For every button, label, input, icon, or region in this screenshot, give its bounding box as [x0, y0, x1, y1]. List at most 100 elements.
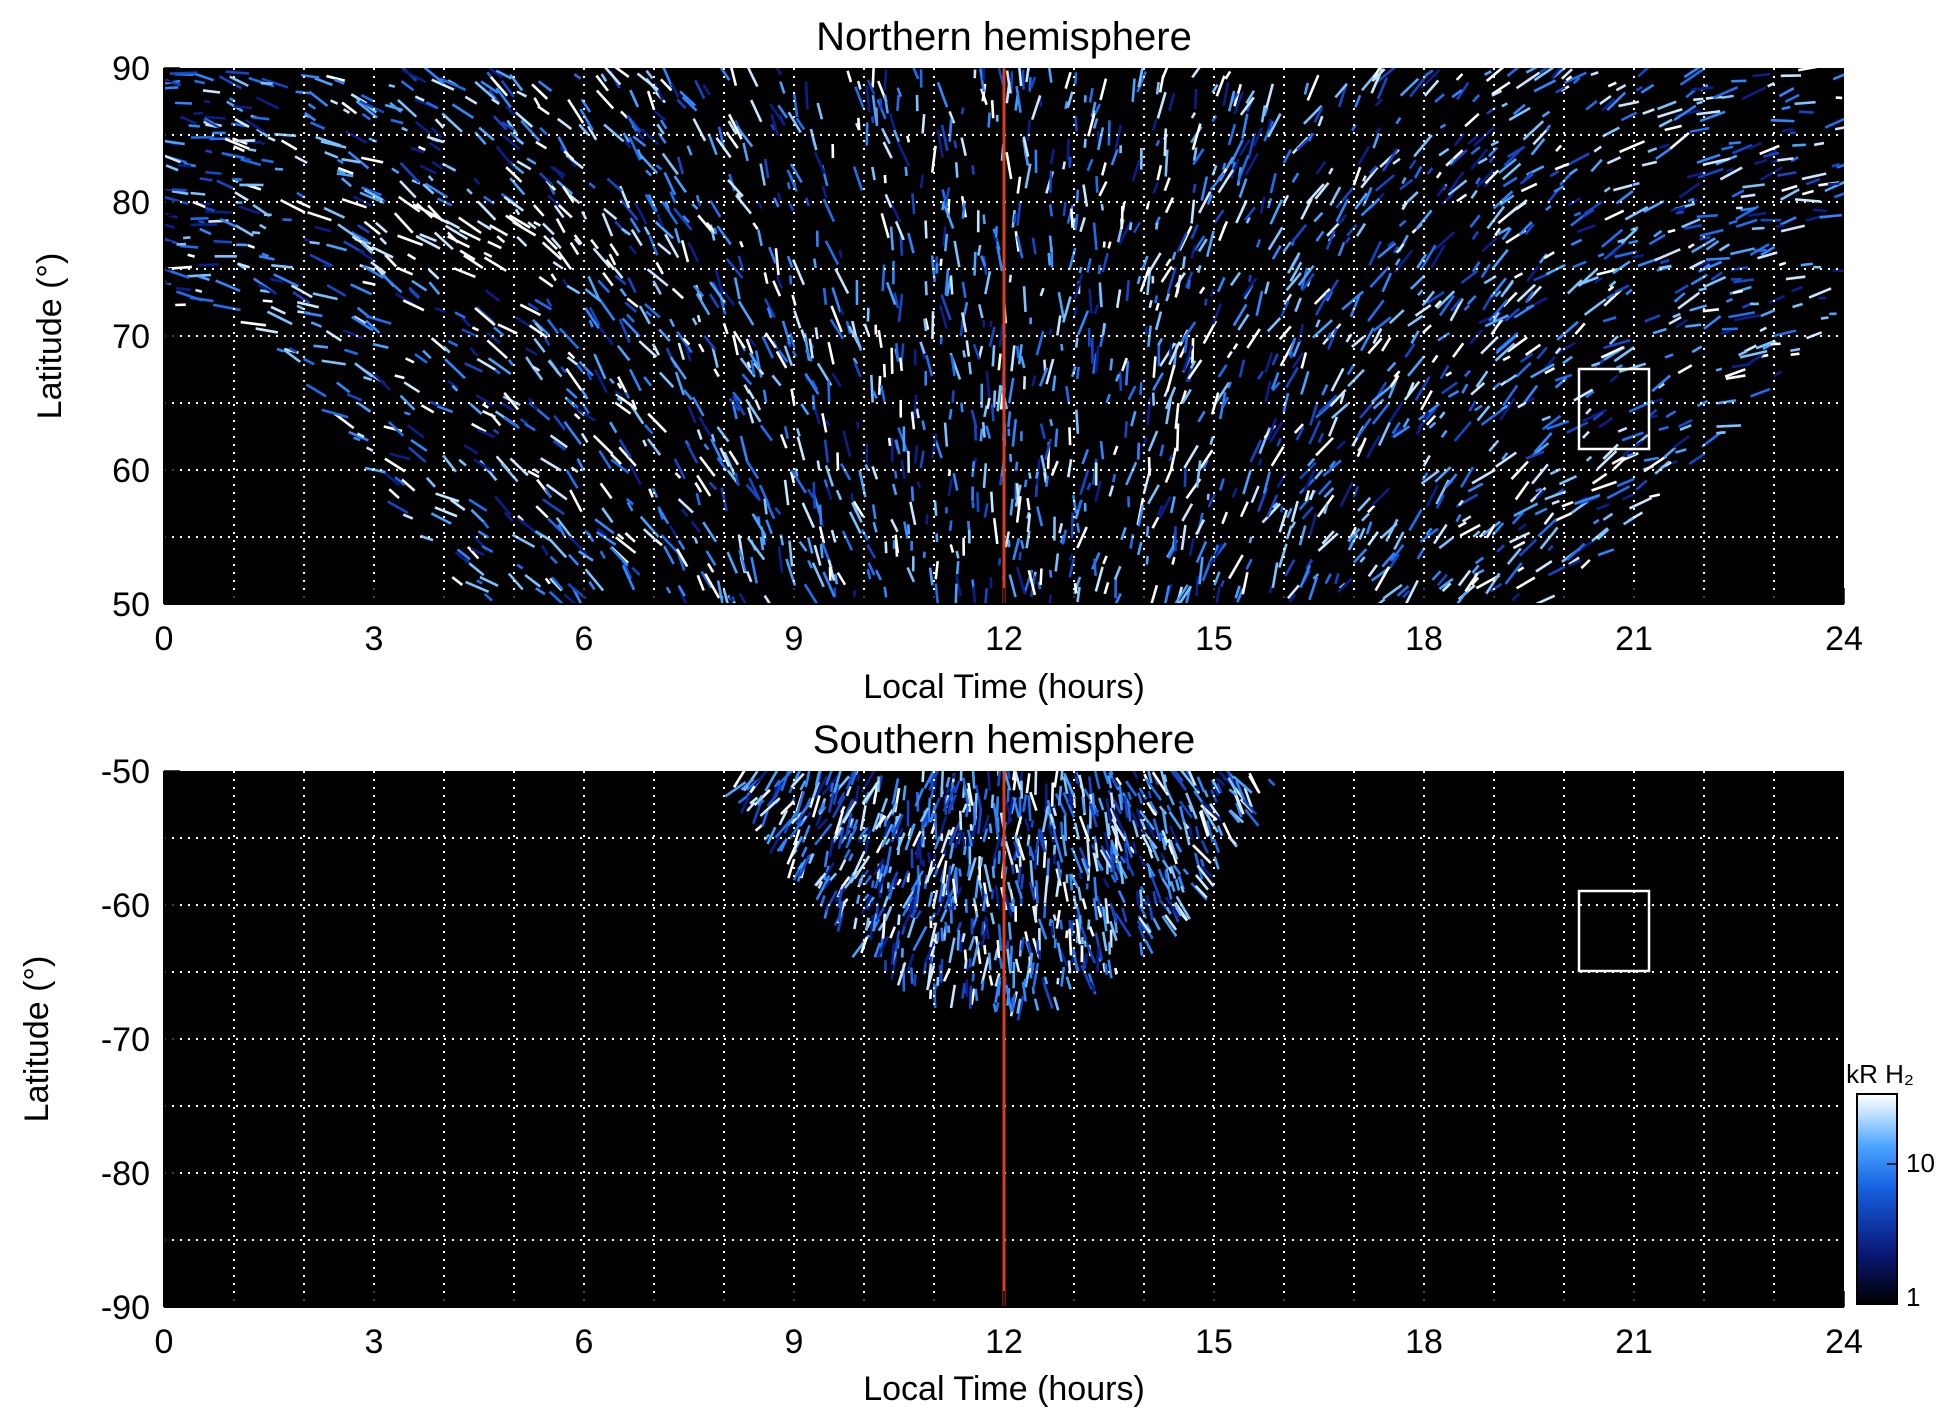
emission-streak [1155, 302, 1160, 311]
emission-streak [1392, 157, 1401, 165]
emission-streak [791, 350, 798, 358]
emission-streak [1473, 404, 1483, 412]
emission-streak [170, 270, 190, 280]
emission-streak [1288, 593, 1297, 603]
emission-streak [1491, 81, 1511, 96]
emission-streak [624, 532, 636, 543]
emission-streak [655, 164, 663, 171]
emission-streak [426, 135, 445, 144]
emission-streak [911, 894, 918, 917]
emission-streak [728, 595, 735, 603]
emission-streak [532, 204, 545, 217]
emission-streak [1102, 962, 1107, 973]
emission-streak [1687, 243, 1695, 249]
emission-streak [780, 771, 790, 792]
emission-streak [963, 959, 968, 969]
emission-streak [1174, 901, 1188, 920]
emission-streak [1045, 358, 1055, 385]
emission-streak [966, 829, 973, 847]
emission-streak [453, 267, 476, 279]
emission-streak [883, 174, 887, 184]
emission-streak [973, 420, 978, 441]
emission-streak [556, 117, 573, 131]
emission-streak [1009, 71, 1014, 94]
emission-streak [1248, 772, 1260, 792]
emission-streak [1392, 245, 1400, 254]
emission-streak [1161, 68, 1169, 79]
emission-streak [979, 857, 984, 867]
emission-streak [1718, 243, 1730, 252]
emission-streak [397, 234, 424, 247]
emission-streak [1690, 86, 1714, 92]
emission-streak [321, 408, 349, 419]
emission-streak [1618, 100, 1640, 108]
emission-streak [1484, 70, 1492, 76]
emission-streak [1029, 76, 1037, 89]
emission-streak [1801, 189, 1814, 196]
emission-streak [360, 241, 374, 255]
emission-streak [1034, 828, 1041, 856]
emission-streak [1321, 530, 1335, 545]
emission-streak [1004, 840, 1014, 865]
emission-streak [305, 383, 327, 398]
emission-streak [1237, 313, 1250, 331]
emission-streak [994, 885, 1001, 910]
emission-streak [983, 503, 989, 518]
emission-streak [1324, 573, 1332, 585]
emission-streak [995, 1002, 1000, 1011]
emission-streak [746, 536, 766, 561]
emission-streak [1664, 353, 1674, 359]
emission-streak [760, 526, 766, 545]
emission-streak [1591, 472, 1608, 485]
emission-streak [745, 570, 753, 583]
emission-streak [1509, 531, 1531, 544]
emission-streak [1180, 771, 1199, 792]
emission-streak [1376, 77, 1389, 100]
emission-streak [664, 233, 680, 259]
emission-streak [1785, 275, 1806, 281]
emission-streak [1544, 490, 1567, 501]
emission-streak [1138, 855, 1146, 867]
emission-streak [164, 154, 182, 164]
emission-streak [940, 927, 944, 942]
emission-streak [1827, 182, 1840, 186]
emission-streak [874, 906, 886, 923]
emission-streak [199, 177, 213, 182]
emission-streak [1584, 200, 1603, 215]
emission-streak [811, 795, 821, 818]
emission-streak [1330, 402, 1349, 420]
emission-streak [674, 228, 681, 244]
emission-streak [1611, 456, 1625, 465]
emission-streak [1561, 500, 1574, 508]
emission-streak [1805, 178, 1821, 186]
emission-streak [674, 472, 682, 479]
emission-streak [221, 151, 245, 160]
emission-streak [534, 322, 544, 332]
emission-streak [1146, 270, 1152, 296]
emission-streak [1076, 522, 1081, 534]
emission-streak [1068, 427, 1072, 446]
emission-streak [1156, 164, 1163, 181]
emission-streak [1739, 349, 1768, 359]
emission-streak [1191, 123, 1202, 151]
emission-streak [1612, 260, 1631, 275]
emission-streak [1013, 840, 1021, 857]
emission-streak [540, 457, 562, 472]
emission-streak [1101, 931, 1108, 952]
emission-streak [573, 237, 582, 246]
emission-streak [1457, 499, 1464, 507]
emission-streak [660, 534, 681, 555]
emission-streak [856, 421, 860, 429]
emission-streak [528, 324, 548, 339]
emission-streak [1181, 503, 1194, 522]
emission-streak [960, 107, 965, 115]
emission-streak [860, 894, 873, 915]
emission-streak [1271, 245, 1282, 260]
emission-streak [598, 298, 616, 322]
emission-streak [1585, 407, 1592, 415]
emission-streak [1064, 71, 1072, 90]
emission-streak [1526, 265, 1540, 283]
emission-streak [1317, 479, 1332, 496]
emission-streak [1266, 417, 1278, 441]
emission-streak [658, 371, 675, 388]
